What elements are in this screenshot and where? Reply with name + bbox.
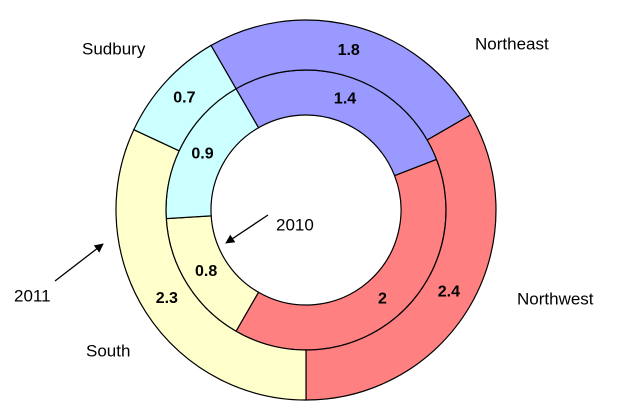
value-label: 2.3 xyxy=(156,290,178,307)
series-annotation: 2010 xyxy=(276,215,314,234)
category-label: Northwest xyxy=(517,289,594,308)
category-label: South xyxy=(86,341,130,360)
value-label: 2.4 xyxy=(438,284,460,301)
value-label: 1.4 xyxy=(334,90,356,107)
value-label: 0.9 xyxy=(191,146,213,163)
donut-segment xyxy=(115,128,307,401)
value-label: 0.7 xyxy=(173,90,195,107)
value-label: 0.8 xyxy=(195,263,217,280)
category-label: Sudbury xyxy=(82,39,146,58)
rings xyxy=(115,19,497,401)
value-label: 2 xyxy=(378,290,387,307)
donut-segment xyxy=(133,44,237,152)
arrow-2010 xyxy=(225,214,269,244)
donut-segment xyxy=(305,114,497,401)
arrow-2011 xyxy=(54,243,104,282)
value-label: 1.8 xyxy=(338,42,360,59)
category-label: Northeast xyxy=(475,34,549,53)
series-annotation: 2011 xyxy=(14,286,51,305)
